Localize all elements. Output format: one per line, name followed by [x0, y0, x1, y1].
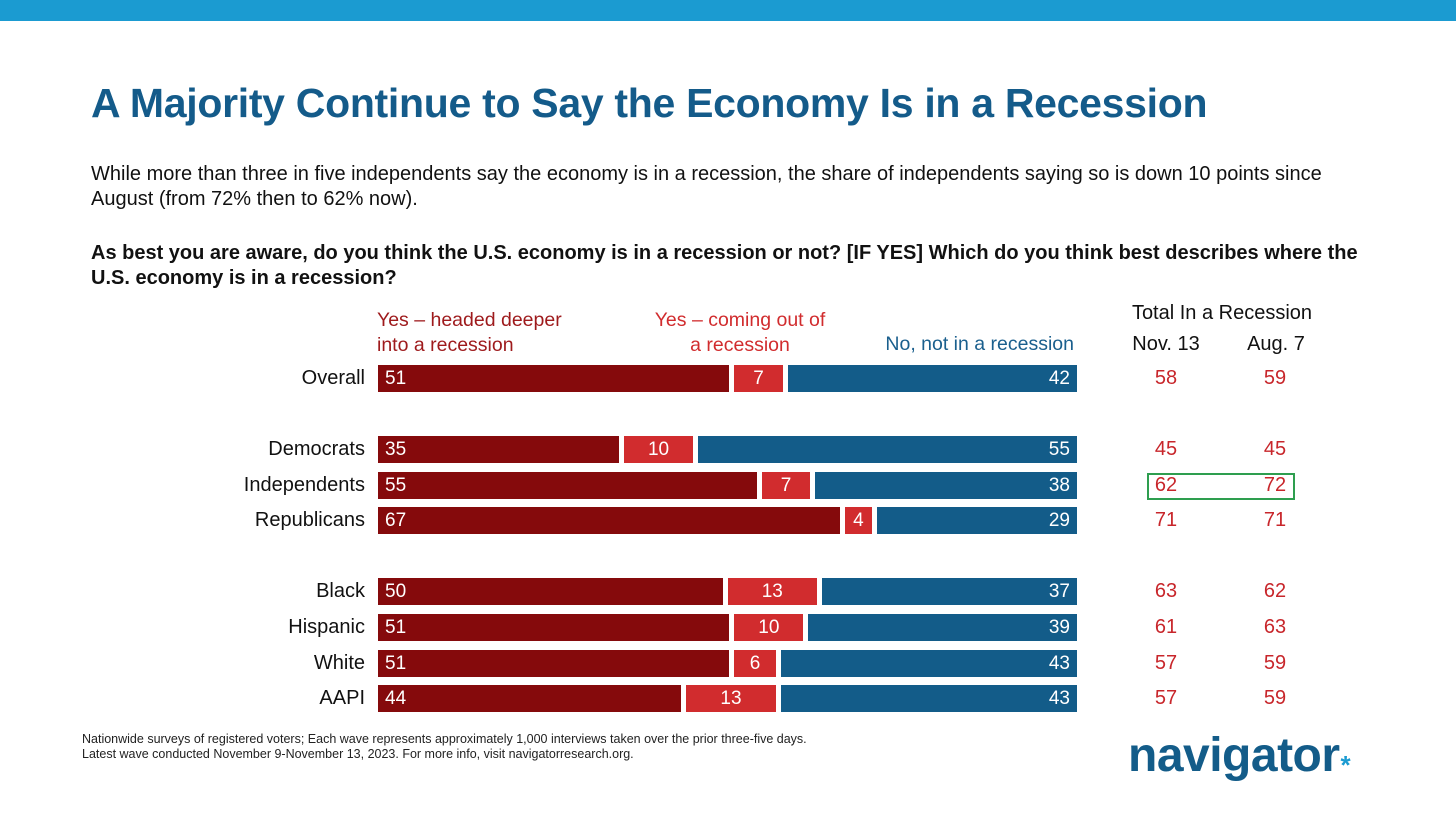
row-label-overall: Overall	[301, 367, 365, 389]
total-nov-white: 57	[1154, 652, 1178, 674]
total-in-recession-header: Total In a Recession	[1131, 302, 1313, 324]
row-label-black: Black	[316, 580, 365, 602]
bar-deeper-black: 50	[378, 578, 723, 605]
bar-no-hispanic: 39	[808, 614, 1077, 641]
total-nov-black: 63	[1154, 580, 1178, 602]
navigator-logo: navigator*	[1128, 728, 1351, 783]
row-label-white: White	[313, 652, 365, 674]
bar-no-black: 37	[822, 578, 1077, 605]
legend-coming-out: Yes – coming out of a recession	[610, 308, 870, 358]
footnote-line-2: Latest wave conducted November 9-Novembe…	[82, 747, 634, 761]
legend-deeper: Yes – headed deeper into a recession	[377, 308, 562, 358]
total-aug-black: 62	[1263, 580, 1287, 602]
bar-coming-white: 6	[734, 650, 776, 677]
bar-coming-hispanic: 10	[734, 614, 804, 641]
page-title: A Majority Continue to Say the Economy I…	[91, 80, 1208, 126]
bar-no-democrats: 55	[698, 436, 1077, 463]
total-aug-independents: 72	[1263, 474, 1287, 496]
total-nov-independents: 62	[1154, 474, 1178, 496]
total-aug-white: 59	[1263, 652, 1287, 674]
bar-coming-independents: 7	[762, 472, 811, 499]
total-aug-overall: 59	[1263, 367, 1287, 389]
bar-deeper-independents: 55	[378, 472, 757, 499]
legend-deeper-line-2: into a recession	[377, 334, 514, 356]
total-nov-republicans: 71	[1154, 509, 1178, 531]
logo-asterisk-icon: *	[1340, 750, 1351, 780]
bar-coming-democrats: 10	[624, 436, 693, 463]
bar-no-independents: 38	[815, 472, 1077, 499]
bar-no-overall: 42	[787, 365, 1077, 392]
total-nov-hispanic: 61	[1154, 616, 1178, 638]
row-label-aapi: AAPI	[319, 687, 365, 709]
bar-deeper-overall: 51	[378, 365, 730, 392]
row-label-democrats: Democrats	[268, 438, 365, 460]
bar-coming-black: 13	[727, 578, 818, 605]
logo-text: navigator	[1128, 729, 1340, 782]
total-nov-overall: 58	[1154, 367, 1178, 389]
row-label-hispanic: Hispanic	[288, 616, 365, 638]
bar-no-republicans: 29	[877, 507, 1077, 534]
aug-column-header: Aug. 7	[1247, 333, 1305, 355]
survey-question: As best you are aware, do you think the …	[91, 242, 1358, 289]
legend-coming-line-1: Yes – coming out of	[654, 309, 826, 331]
nov-column-header: Nov. 13	[1132, 333, 1200, 355]
total-aug-aapi: 59	[1263, 687, 1287, 709]
bar-deeper-aapi: 44	[378, 685, 682, 712]
bar-coming-republicans: 4	[844, 507, 873, 534]
footnote: Nationwide surveys of registered voters;…	[82, 732, 807, 762]
legend-not-in-recession: No, not in a recession	[800, 332, 1074, 357]
row-label-independents: Independents	[243, 474, 365, 496]
bar-no-white: 43	[780, 650, 1077, 677]
footnote-line-1: Nationwide surveys of registered voters;…	[82, 732, 807, 746]
legend-coming-line-2: a recession	[690, 334, 790, 356]
legend-no-line-1: No, not in a recession	[885, 333, 1074, 355]
independents-highlight-box	[1147, 473, 1295, 500]
total-aug-democrats: 45	[1263, 438, 1287, 460]
bar-coming-aapi: 13	[686, 685, 776, 712]
row-label-republicans: Republicans	[254, 509, 365, 531]
total-aug-hispanic: 63	[1263, 616, 1287, 638]
total-nov-aapi: 57	[1154, 687, 1178, 709]
total-nov-democrats: 45	[1154, 438, 1178, 460]
bar-deeper-republicans: 67	[378, 507, 840, 534]
bar-deeper-hispanic: 51	[378, 614, 730, 641]
bar-deeper-white: 51	[378, 650, 730, 677]
bar-coming-overall: 7	[734, 365, 783, 392]
subtitle: While more than three in five independen…	[91, 163, 1322, 210]
top-accent-bar	[0, 0, 1456, 21]
bar-deeper-democrats: 35	[378, 436, 620, 463]
legend-deeper-line-1: Yes – headed deeper	[377, 309, 562, 331]
bar-no-aapi: 43	[780, 685, 1077, 712]
total-aug-republicans: 71	[1263, 509, 1287, 531]
